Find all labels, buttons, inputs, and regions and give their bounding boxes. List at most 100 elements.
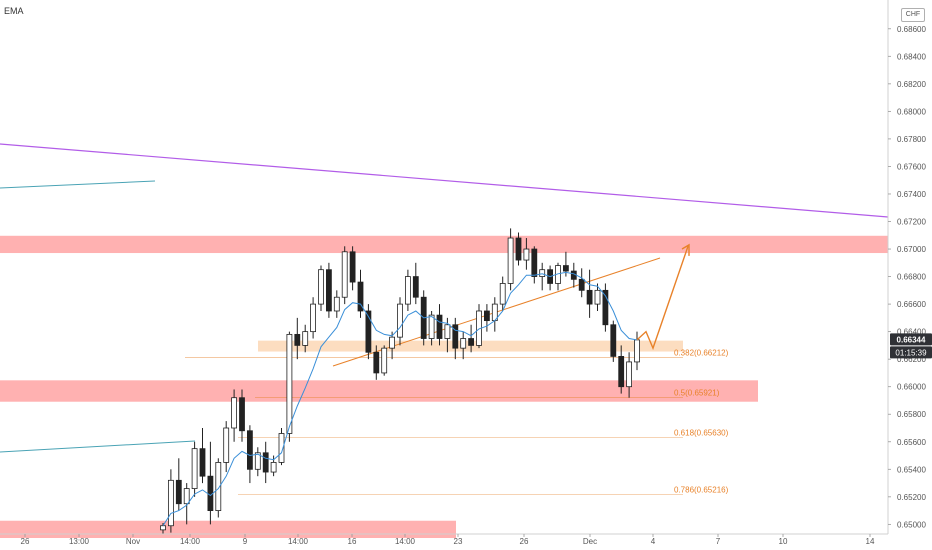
price-tick-label: 0.65600 — [897, 438, 926, 447]
candle — [215, 462, 222, 511]
candle — [452, 324, 459, 349]
fib-layer: 0.382(0.66212) 0.5(0.65921) 0.618(0.65630)… — [185, 349, 729, 495]
candle — [499, 283, 506, 305]
indicator-legend[interactable]: EMA — [4, 6, 24, 16]
time-tick-label: 4 — [651, 537, 656, 546]
time-tick-label: 13:00 — [69, 537, 90, 546]
price-tick-label: 0.67600 — [897, 162, 926, 171]
trendlines-layer — [0, 143, 889, 453]
candle — [602, 289, 609, 326]
time-tick-label: 14 — [866, 537, 875, 546]
price-axis[interactable]: 0.65000 0.65200 0.65400 0.65600 0.65800 0.660… — [887, 0, 926, 534]
candle — [349, 251, 356, 283]
price-tick-label: 0.68400 — [897, 52, 926, 61]
price-badges: 0.66344 01:15:39 — [890, 333, 932, 359]
candle — [468, 338, 475, 346]
candle — [302, 331, 309, 346]
price-tick-label: 0.66000 — [897, 383, 926, 392]
candle — [586, 289, 593, 305]
candle — [381, 347, 388, 374]
candle — [523, 248, 530, 261]
candle — [310, 303, 317, 333]
candle — [223, 427, 230, 463]
time-tick-label: 26 — [21, 537, 30, 546]
time-tick-label: 14:00 — [288, 537, 309, 546]
price-tick-label: 0.67200 — [897, 218, 926, 227]
projection-arrowhead — [681, 243, 690, 256]
candle — [231, 397, 238, 429]
candle — [160, 525, 166, 531]
time-axis[interactable]: 26 13:00 Nov 14:00 9 14:00 16 14:00 23 26 Dec 4 7 10 1… — [0, 533, 888, 546]
candle — [578, 278, 585, 291]
projection-path — [636, 246, 689, 351]
candle — [397, 303, 403, 338]
projection-layer — [636, 243, 690, 351]
cyan-line-upper — [0, 180, 156, 189]
candle — [373, 351, 380, 374]
price-tick-label: 0.66200 — [897, 355, 926, 364]
candle — [270, 462, 277, 473]
ema-line — [162, 271, 638, 526]
fib-label: 0.5(0.65921) — [674, 389, 720, 398]
zone-red-1 — [0, 380, 758, 402]
time-tick-label: 14:00 — [180, 537, 201, 546]
candle — [515, 237, 522, 261]
time-tick-label: 9 — [243, 537, 248, 546]
candle — [175, 479, 182, 505]
candle — [389, 336, 396, 349]
ema-layer — [162, 271, 638, 526]
purple-trendline — [0, 143, 889, 218]
price-tick-label: 0.66400 — [897, 328, 926, 337]
candle — [507, 237, 514, 284]
price-tick-label: 0.68000 — [897, 107, 926, 116]
candle — [531, 248, 538, 277]
candle — [246, 430, 253, 470]
candle — [191, 448, 198, 489]
currency-badge[interactable]: CHF — [901, 8, 925, 22]
zone-red-0 — [0, 235, 888, 254]
candle — [254, 452, 261, 470]
price-tick-label: 0.66600 — [897, 300, 926, 309]
time-tick-label: 14:00 — [395, 537, 416, 546]
candle — [594, 289, 601, 305]
candle — [483, 310, 490, 322]
current-price-badge — [890, 333, 932, 346]
time-tick-label: 10 — [779, 537, 788, 546]
candle — [460, 338, 467, 349]
candle — [618, 356, 625, 388]
candle — [199, 448, 206, 477]
candle — [318, 269, 324, 305]
price-tick-label: 0.67000 — [897, 245, 926, 254]
time-tick-label: 16 — [348, 537, 357, 546]
price-tick-label: 0.67800 — [897, 135, 926, 144]
fib-label: 0.786(0.65216) — [674, 486, 729, 495]
price-tick-label: 0.68600 — [897, 25, 926, 34]
zones-layer — [0, 235, 888, 538]
candle — [563, 265, 569, 272]
time-tick-label: 23 — [454, 537, 463, 546]
time-tick-label: Nov — [126, 537, 140, 546]
candle — [286, 333, 293, 434]
candle — [239, 397, 245, 432]
price-tick-label: 0.65000 — [897, 520, 926, 529]
candle — [436, 314, 443, 339]
candle — [365, 310, 372, 353]
current-price-label: 0.66344 — [897, 335, 926, 344]
candle — [341, 251, 348, 298]
candle — [183, 488, 190, 505]
fib-label: 0.618(0.65630) — [674, 429, 729, 438]
candle — [539, 269, 546, 277]
zone-orange-3 — [258, 340, 683, 352]
price-tick-label: 0.65400 — [897, 465, 926, 474]
candle — [325, 269, 332, 312]
price-tick-label: 0.66800 — [897, 273, 926, 282]
time-tick-label: 7 — [716, 537, 721, 546]
candle — [167, 479, 174, 527]
candle — [278, 433, 285, 463]
fib-label: 0.382(0.66212) — [674, 349, 729, 358]
candle — [294, 333, 301, 346]
candle — [444, 324, 451, 339]
zone-red-2 — [0, 520, 456, 538]
time-tick-label: Dec — [583, 537, 597, 546]
